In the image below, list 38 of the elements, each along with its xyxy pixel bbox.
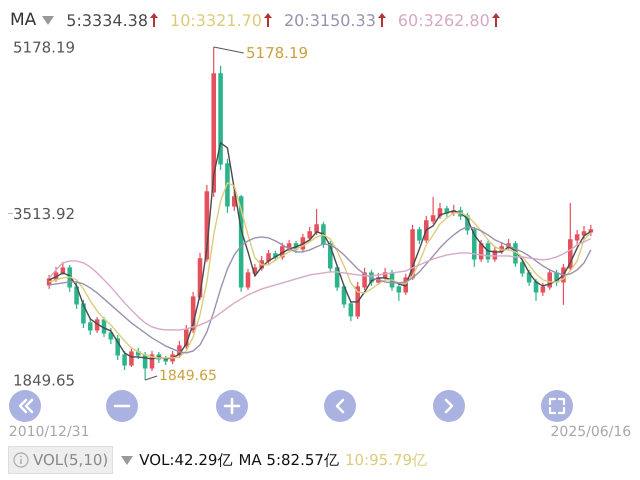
text: VOL:42.29亿 — [139, 450, 232, 470]
text: 5:3334.38 — [66, 10, 148, 30]
line-series — [48, 226, 592, 354]
text: 10:3321.70 — [170, 10, 262, 30]
text: MA — [10, 10, 36, 30]
text: 10:95.79亿 — [344, 450, 428, 470]
candlestick — [348, 300, 354, 322]
candlestick — [396, 282, 402, 302]
annotation: 5178.19 — [246, 44, 308, 62]
candlestick — [286, 239, 292, 252]
line-series — [48, 238, 592, 331]
x-tick-label: 2010/12/31 — [8, 424, 90, 440]
candlestick — [307, 226, 312, 242]
candlestick — [574, 229, 580, 246]
candlestick — [534, 278, 538, 302]
candlestick — [81, 299, 86, 329]
candlestick — [225, 158, 230, 214]
candlestick — [314, 208, 319, 236]
candlestick — [122, 350, 127, 371]
y-tick-label: 3513.92 — [13, 204, 76, 223]
candlestick — [218, 65, 223, 170]
y-tick-label: 5178.19 — [13, 38, 76, 56]
candlestick — [246, 268, 250, 291]
x-tick-label: 2025/06/16 — [550, 424, 632, 440]
candlestick — [417, 226, 422, 245]
y-tick-label: 1849.65 — [13, 371, 76, 390]
candlestick — [88, 317, 93, 336]
annotation: 1849.65 — [159, 368, 217, 384]
text: 60:3262.80 — [398, 10, 490, 30]
text: 20:3150.33 — [284, 10, 376, 30]
candlestick — [582, 225, 586, 240]
candlestick — [430, 196, 436, 224]
candlestick — [520, 259, 525, 278]
candlestick — [540, 282, 546, 297]
text: VOL(5,10) — [33, 451, 108, 469]
text: MA 5:82.57亿 — [238, 450, 339, 470]
candlestick — [211, 47, 216, 198]
candlestick — [136, 347, 141, 360]
